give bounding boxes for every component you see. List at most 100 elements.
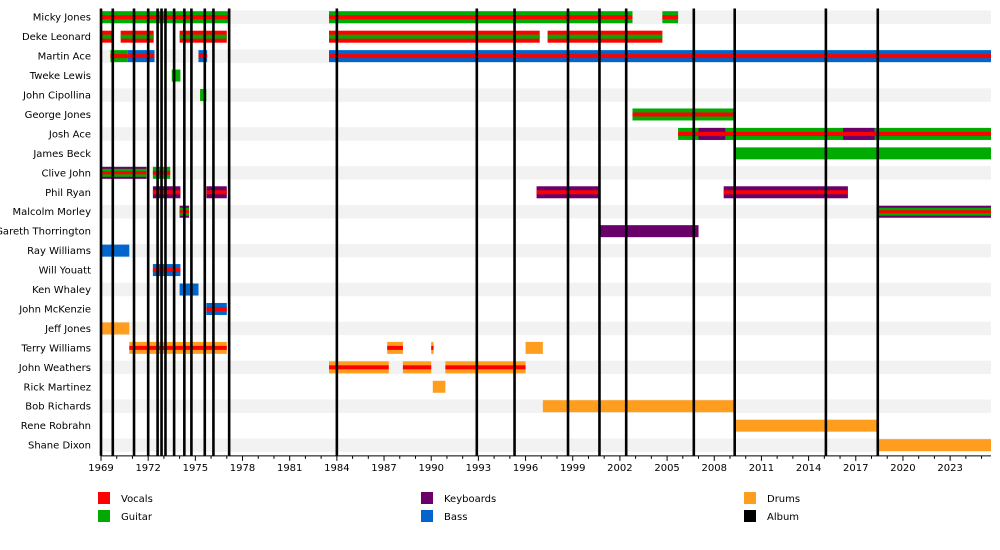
member-bar: [599, 225, 699, 238]
member-name: Rene Robrahn: [21, 421, 91, 432]
member-bar-role: [632, 112, 735, 117]
member-name: Micky Jones: [33, 13, 91, 24]
legend-label: Album: [767, 512, 799, 523]
tick-label: 2023: [937, 463, 962, 474]
member-bar-role: [698, 131, 726, 136]
member-name: Ray Williams: [27, 246, 91, 257]
member-bar: [200, 89, 207, 102]
member-bar-role: [329, 34, 540, 39]
row-stripe: [101, 243, 991, 258]
row-stripe: [101, 205, 991, 219]
legend-swatch: [421, 492, 433, 504]
member-name: Clive John: [41, 168, 91, 179]
member-bar-role: [206, 190, 227, 195]
member-bar-role: [445, 365, 526, 370]
tick-label: 1969: [88, 463, 113, 474]
member-bar-role: [101, 171, 147, 175]
member-name: John McKenzie: [18, 304, 91, 315]
tick-label: 1972: [135, 463, 160, 474]
member-name: Terry Williams: [20, 343, 91, 354]
legend-label: Guitar: [121, 512, 153, 523]
row-stripe: [101, 88, 991, 102]
member-bar-role: [198, 54, 208, 59]
time-axis: 1969 1972 1975 1978 1981 1984 1987 1990 1993 1996…: [88, 455, 991, 474]
tick-label: 1996: [513, 463, 538, 474]
tick-label: 1984: [324, 463, 349, 474]
member-name: Malcolm Morley: [12, 207, 91, 218]
member-bar: [525, 341, 543, 354]
member-bar: [734, 147, 991, 160]
member-name: Ken Whaley: [32, 285, 91, 296]
member-name: Jeff Jones: [44, 324, 91, 335]
tick-label: 1987: [371, 463, 396, 474]
member-bar: [542, 400, 735, 413]
member-bar: [734, 419, 878, 432]
tick-label: 2002: [607, 463, 632, 474]
member-bar-role: [110, 54, 128, 59]
member-bar: [101, 322, 130, 335]
member-name: Martin Ace: [38, 52, 91, 63]
legend-swatch: [744, 510, 756, 522]
tick-label: 2005: [654, 463, 679, 474]
tick-label: 1999: [560, 463, 585, 474]
tick-label: 2014: [796, 463, 821, 474]
tick-label: 2020: [890, 463, 915, 474]
member-name: Gareth Thorrington: [0, 227, 91, 238]
row-stripe: [101, 360, 991, 375]
tick-label: 2008: [702, 463, 727, 474]
member-bar-role: [843, 131, 875, 136]
member-bar-role: [179, 34, 227, 39]
tick-label: 1975: [183, 463, 208, 474]
member-bar-role: [101, 34, 113, 39]
member-bar: [171, 69, 181, 82]
member-bar: [432, 380, 446, 393]
row-stripe: [101, 166, 991, 180]
member-name: Bob Richards: [25, 402, 91, 413]
member-bar-role: [206, 306, 227, 311]
legend-swatch: [421, 510, 433, 522]
member-bar-role: [662, 15, 679, 20]
member-name: George Jones: [25, 110, 91, 121]
member-bar-role: [678, 131, 991, 136]
member-bar-role: [431, 345, 434, 350]
member-name: Shane Dixon: [28, 441, 91, 452]
member-bar-role: [329, 15, 633, 20]
member-bar-role: [723, 190, 848, 195]
member-bar-role: [402, 365, 432, 370]
legend-label: Vocals: [121, 494, 153, 505]
tick-label: 1993: [466, 463, 491, 474]
member-bar: [179, 283, 199, 296]
member-name: Will Youatt: [39, 266, 91, 277]
member-bar-role: [329, 54, 991, 59]
legend-swatch: [98, 510, 110, 522]
member-name: Tweke Lewis: [29, 71, 91, 82]
member-bar-role: [329, 365, 389, 370]
legend-label: Bass: [444, 512, 467, 523]
member-name: Deke Leonard: [22, 32, 91, 43]
tick-label: 1990: [418, 463, 443, 474]
member-bar-role: [547, 34, 663, 39]
legend: Vocals Guitar Keyboards Bass Drums Album: [98, 492, 800, 523]
tick-label: 1981: [277, 463, 302, 474]
album-lines: [99, 8, 880, 456]
row-stripe: [101, 438, 991, 452]
member-bar-role: [120, 34, 154, 39]
member-name: John Cipollina: [22, 91, 91, 102]
member-name: John Weathers: [18, 363, 91, 374]
legend-swatch: [744, 492, 756, 504]
member-name: Josh Ace: [48, 129, 91, 140]
member-name: Phil Ryan: [45, 188, 91, 199]
tick-label: 2011: [749, 463, 774, 474]
member-bar-role: [387, 345, 403, 350]
member-name: James Beck: [32, 149, 91, 160]
member-bar: [877, 439, 991, 452]
tick-label: 2017: [843, 463, 868, 474]
legend-swatch: [98, 492, 110, 504]
row-stripe: [101, 282, 991, 297]
member-bar-role: [877, 210, 991, 214]
row-stripes: [101, 10, 991, 452]
member-bar: [101, 244, 130, 257]
member-bars: [101, 11, 991, 452]
tick-label: 1978: [230, 463, 255, 474]
